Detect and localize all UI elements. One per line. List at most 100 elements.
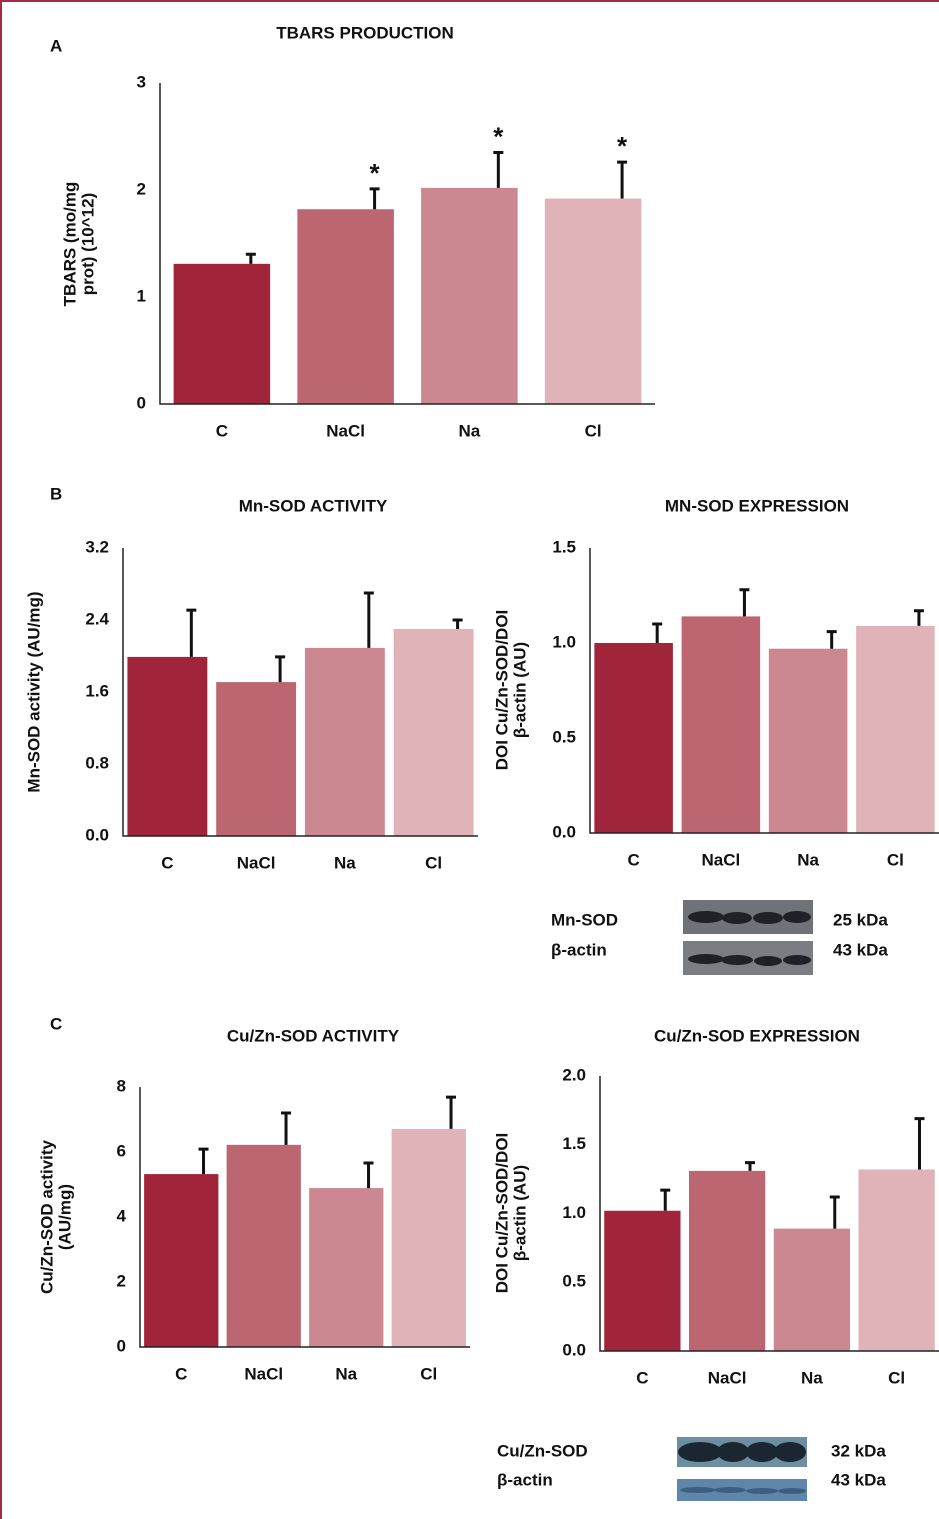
x-tick-label: Na: [797, 850, 819, 869]
y-axis-label: prot) (10^12): [78, 193, 97, 296]
bar: [304, 647, 385, 836]
bar: [391, 1128, 466, 1347]
y-tick-label: 1.5: [552, 537, 576, 556]
error-bar: [446, 1095, 457, 1129]
bar: [856, 625, 935, 833]
chart-title: Cu/Zn-SOD ACTIVITY: [227, 1026, 400, 1045]
chart-title: Mn-SOD ACTIVITY: [239, 496, 388, 515]
y-axis-label: (AU/mg): [55, 1184, 74, 1250]
y-tick-label: 0.0: [552, 822, 576, 841]
x-tick-label: NaCl: [237, 853, 276, 872]
x-tick-label: NaCl: [702, 850, 741, 869]
blot-size: 43 kDa: [833, 940, 888, 959]
y-tick-label: 1.5: [562, 1134, 586, 1153]
x-tick-label: NaCl: [326, 421, 365, 440]
error-bar: [745, 1161, 756, 1171]
chart-title: TBARS PRODUCTION: [276, 23, 454, 42]
panel-label: A: [50, 36, 62, 55]
error-bar: [660, 1188, 671, 1211]
x-tick-label: NaCl: [244, 1364, 283, 1383]
blot-label: Cu/Zn-SOD: [497, 1441, 588, 1460]
significance-mark: *: [370, 158, 381, 188]
error-bar: [493, 151, 504, 188]
bar: [393, 629, 474, 836]
error-bar: [245, 252, 256, 264]
error-bar: [363, 1161, 374, 1189]
axis: [122, 548, 478, 837]
bar: [226, 1144, 301, 1347]
y-tick-label: 1.0: [552, 632, 576, 651]
blot-size: 43 kDa: [831, 1470, 886, 1489]
bar: [773, 1228, 851, 1351]
x-tick-label: Na: [801, 1368, 823, 1387]
y-tick-label: 0.8: [85, 753, 109, 772]
y-tick-label: 6: [117, 1141, 126, 1160]
y-axis-label: β-actin (AU): [510, 1165, 529, 1261]
y-tick-label: 8: [117, 1076, 126, 1095]
axis: [589, 548, 939, 834]
x-tick-label: C: [175, 1364, 187, 1383]
y-tick-label: 2.4: [85, 609, 109, 628]
bar: [688, 1170, 766, 1351]
y-tick-label: 1: [137, 286, 146, 305]
blot-size: 32 kDa: [831, 1441, 886, 1460]
y-tick-label: 0: [137, 393, 146, 412]
bar: [604, 1210, 681, 1351]
y-axis-label: Mn-SOD activity (AU/mg): [24, 591, 43, 792]
error-bar: [363, 591, 374, 648]
x-tick-label: Cl: [420, 1364, 437, 1383]
y-axis-label: TBARS (mo/mg: [60, 182, 79, 307]
chart-title: MN-SOD EXPRESSION: [665, 496, 849, 515]
x-tick-label: Cl: [425, 853, 442, 872]
x-tick-label: NaCl: [708, 1368, 747, 1387]
blot-label: Mn-SOD: [551, 910, 618, 929]
y-tick-label: 4: [117, 1206, 127, 1225]
y-tick-label: 1.0: [562, 1203, 586, 1222]
error-bar: [914, 1117, 925, 1170]
y-axis-label: DOI Cu/Zn-SOD/DOI: [492, 1133, 511, 1294]
blot-label: β-actin: [551, 940, 607, 959]
y-tick-label: 3: [137, 72, 146, 91]
bar: [127, 656, 208, 836]
panel-label: B: [50, 484, 62, 503]
x-tick-label: C: [161, 853, 173, 872]
bar: [544, 198, 642, 404]
error-bar: [452, 618, 463, 629]
axis: [139, 1087, 470, 1348]
error-bar: [652, 622, 663, 643]
blot-bands: [680, 1487, 806, 1494]
error-bar: [186, 608, 197, 657]
blot-label: β-actin: [497, 1470, 553, 1489]
y-axis-label: β-actin (AU): [510, 642, 529, 738]
y-axis-label: Cu/Zn-SOD activity: [37, 1139, 56, 1294]
error-bar: [275, 655, 286, 683]
y-tick-label: 0.5: [562, 1272, 586, 1291]
x-tick-label: C: [627, 850, 639, 869]
error-bar: [198, 1147, 209, 1175]
bar: [858, 1169, 935, 1351]
blot-bands: [678, 1442, 806, 1462]
error-bar: [829, 1195, 840, 1229]
y-tick-label: 2: [117, 1271, 126, 1290]
y-tick-label: 0.0: [85, 825, 109, 844]
y-tick-label: 0: [117, 1336, 126, 1355]
x-tick-label: Cl: [585, 421, 602, 440]
x-tick-label: Cl: [888, 1368, 905, 1387]
y-tick-label: 2: [137, 179, 146, 198]
bar: [768, 648, 848, 833]
x-tick-label: C: [216, 421, 228, 440]
y-axis-label: DOI Cu/Zn-SOD/DOI: [492, 610, 511, 771]
y-tick-label: 0.0: [562, 1340, 586, 1359]
bar: [594, 643, 673, 833]
x-tick-label: Na: [334, 853, 356, 872]
bar: [216, 682, 297, 836]
error-bar: [739, 588, 750, 617]
significance-mark: *: [617, 131, 628, 161]
blot-bands: [688, 911, 811, 966]
chart-title: Cu/Zn-SOD EXPRESSION: [654, 1026, 860, 1045]
error-bar: [826, 630, 837, 649]
error-bar: [281, 1111, 292, 1145]
x-tick-label: Na: [335, 1364, 357, 1383]
